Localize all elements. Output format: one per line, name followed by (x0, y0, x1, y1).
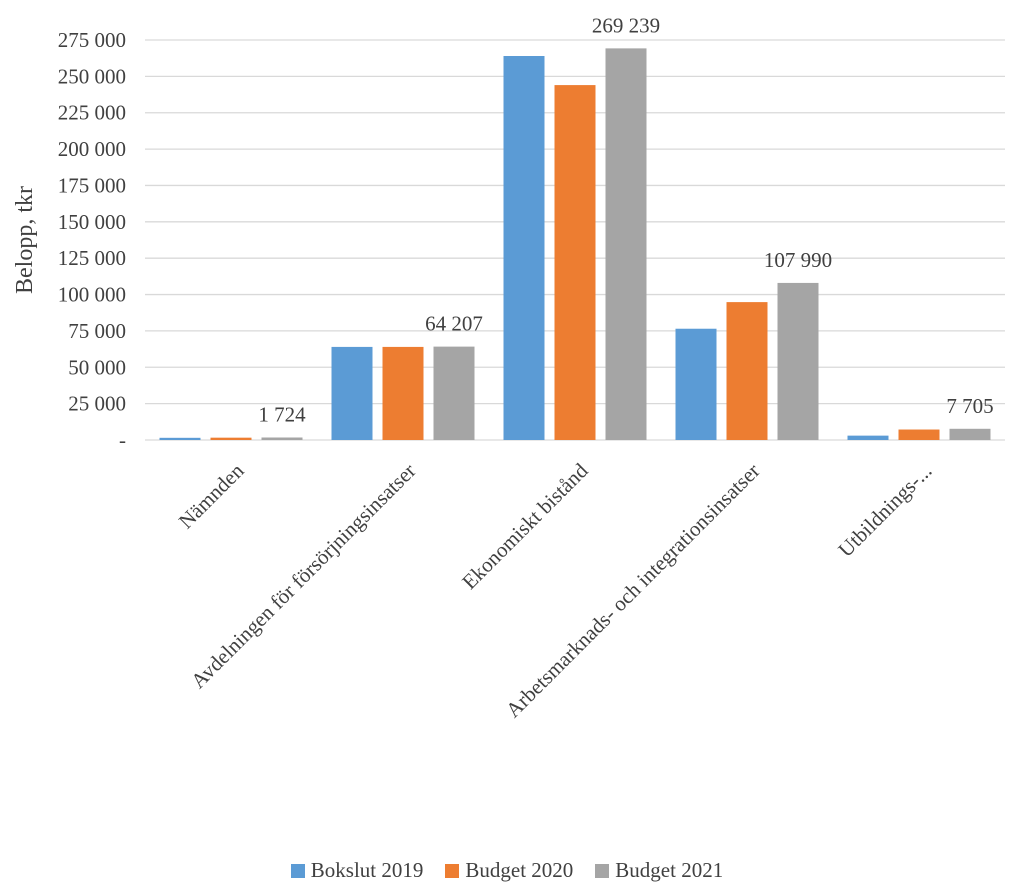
y-tick-label: 75 000 (68, 319, 126, 343)
bar (554, 85, 596, 440)
y-axis-tick-labels: - 25 000 50 000 75 000 100 000 125 000 150 000… (58, 28, 126, 452)
legend-item: Budget 2020 (445, 858, 573, 883)
bar (503, 56, 545, 440)
y-tick-label: 225 000 (58, 101, 126, 125)
data-label: 7 705 (946, 394, 993, 418)
y-tick-label: 125 000 (58, 246, 126, 270)
x-tick-label: Utbildnings-... (833, 459, 936, 562)
y-tick-label: - (119, 428, 126, 452)
bar (847, 435, 889, 440)
y-tick-label: 200 000 (58, 137, 126, 161)
legend: Bokslut 2019 Budget 2020 Budget 2021 (0, 858, 1014, 883)
x-tick-label: Nämnden (174, 458, 249, 533)
y-tick-label: 100 000 (58, 283, 126, 307)
bar (261, 437, 303, 440)
y-tick-label: 275 000 (58, 28, 126, 52)
y-tick-label: 175 000 (58, 173, 126, 197)
bar-groups (159, 48, 991, 440)
y-tick-label: 250 000 (58, 64, 126, 88)
bar (210, 437, 252, 440)
legend-swatch (290, 863, 305, 878)
bar (675, 328, 717, 440)
bar (777, 282, 819, 440)
y-axis-label: Belopp, tkr (12, 186, 38, 294)
bar (433, 346, 475, 440)
bar (726, 302, 768, 440)
bar (159, 437, 201, 440)
data-label: 1 724 (258, 402, 306, 426)
legend-label: Bokslut 2019 (310, 858, 424, 882)
legend-label: Budget 2020 (465, 858, 574, 882)
y-tick-label: 50 000 (68, 355, 126, 379)
legend-swatch (445, 863, 460, 878)
bar (605, 48, 647, 440)
bar (331, 346, 373, 440)
legend-item: Bokslut 2019 (290, 858, 424, 883)
legend-swatch (595, 863, 610, 878)
data-label: 107 990 (764, 248, 832, 272)
legend-label: Budget 2021 (615, 858, 724, 882)
legend-item: Budget 2021 (595, 858, 723, 883)
bar (382, 346, 424, 440)
bar (949, 428, 991, 440)
bar (898, 429, 940, 440)
x-tick-label: Ekonomiskt bistånd (457, 458, 593, 594)
data-labels: 1 724 64 207 269 239 107 990 7 705 (258, 13, 993, 426)
y-tick-label: 150 000 (58, 210, 126, 234)
data-label: 269 239 (592, 13, 660, 37)
y-tick-label: 25 000 (68, 392, 126, 416)
data-label: 64 207 (425, 312, 483, 336)
